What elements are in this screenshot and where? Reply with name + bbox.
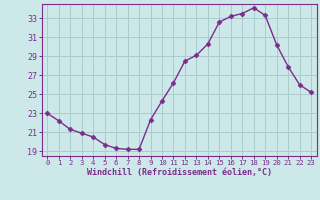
X-axis label: Windchill (Refroidissement éolien,°C): Windchill (Refroidissement éolien,°C) — [87, 168, 272, 177]
